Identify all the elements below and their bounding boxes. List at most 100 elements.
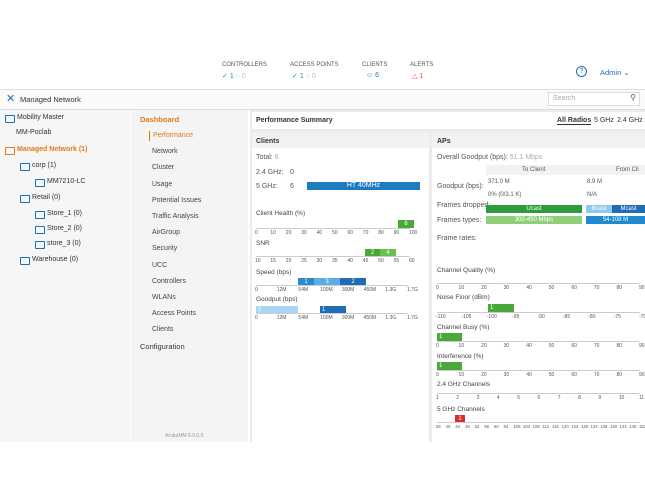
scale-label: 100M [320,287,333,293]
bar: 3 [314,278,340,286]
menu-dashboard[interactable]: Dashboard [140,115,180,124]
scale-label: 1 [436,395,439,401]
scale-label: 100M [320,315,333,321]
bar: 1 [320,306,346,314]
tree-item[interactable]: Store_2 (0) [47,225,83,232]
tree-item[interactable]: Retail (0) [32,194,61,201]
scale-label: 30 [316,258,323,264]
scale-label: 100 [409,230,418,236]
menu-configuration[interactable]: Configuration [140,342,185,351]
stat-value: 0 [311,73,316,80]
scale-label: 10 [255,258,261,264]
tree-item[interactable]: Store_1 (0) [47,210,83,217]
scale-label: 30 [503,343,510,349]
menu-item[interactable]: Performance [153,132,194,139]
column-label: From Cli [616,167,639,173]
menu-item[interactable]: Controllers [152,277,186,285]
scale-label: 128 [581,424,588,429]
scale-label: 104 [523,424,530,429]
bar: 4 [380,249,396,257]
tree-item[interactable]: Mobility Master [17,114,65,121]
stat-value: 1 [299,73,304,80]
tree-item[interactable]: corp (1) [32,162,57,169]
scale-line [437,312,640,313]
stat-value: 1 [419,73,424,80]
scale-label: 40 [526,343,532,349]
menu-item[interactable]: UCC [152,261,168,269]
scale-label: 90 [393,230,400,236]
scale-line [437,370,640,371]
scale-label: 50 [548,372,555,378]
stat-value[interactable]: ✓ 1 ○ 0 [292,73,316,80]
menu-item[interactable]: Potential Issues [152,196,202,204]
chart-label: 5 GHz Channels [437,406,485,413]
scale-label: 10 [458,372,465,378]
section-title: Clients [256,138,280,145]
scale-label: 1.3G [385,287,397,293]
scale-label: 112 [542,424,550,429]
tree-item[interactable]: MM-Poclab [16,129,52,136]
scale-label: 30 [301,230,307,236]
chart-label: Noise Floor (dBm) [437,294,490,301]
scale-label: 4 [496,395,500,401]
label: Frames dropped: [437,202,491,209]
tree-icon [35,179,45,187]
bar: 54-108 M [586,216,645,224]
scale-label: 20 [481,285,487,291]
value: 8.9 M [587,179,603,185]
chart-label: Goodput (bps) [256,296,298,303]
menu-item[interactable]: Traffic Analysis [152,213,199,220]
chart-label: 2.4 GHz Channels [437,381,491,388]
scale-label: 300M [341,287,355,293]
scale-label: 153 [639,424,645,429]
scale-label: 10 [458,343,465,349]
chart-label: Interference (%) [437,353,484,360]
tab[interactable]: 2.4 GHz [617,117,643,124]
scale-label: 10 [270,230,276,236]
bar: 1 [256,306,298,314]
user-menu[interactable]: Admin ⌄ [600,68,630,77]
scale-label: 80 [616,372,622,378]
label: Goodput (bps): [437,183,484,190]
tab[interactable]: All Radios [557,117,592,125]
stat-value: 1 [229,73,234,80]
scale-label: 50 [548,343,555,349]
menu-item[interactable]: Access Points [152,310,196,318]
menu-item[interactable]: AirGroup [152,229,181,237]
menu-item[interactable]: Network [152,148,178,156]
value: 6 [290,183,294,190]
nav-bar [0,89,645,110]
tree-item[interactable]: Managed Network (1) [17,146,88,153]
menu-active-bar [149,131,150,141]
help-icon[interactable]: ? [576,66,587,77]
bar: 1 [437,333,462,341]
menu-item[interactable]: Cluster [152,164,175,172]
search-box[interactable]: Search ⚲ [548,92,640,106]
scale-label: 11 [639,395,645,401]
tab[interactable]: 5 GHz [594,117,614,124]
scale-line [256,285,408,286]
stat-value[interactable]: ✓ 1 ○ 0 [222,73,246,80]
scale-label: -95 [512,314,520,320]
tree-item[interactable]: Warehouse (0) [32,256,79,263]
menu-item[interactable]: Security [152,245,178,253]
aps-panel [432,133,645,442]
tree-item[interactable]: store_3 (0) [47,240,81,247]
tree-item[interactable]: MM7210-LC [47,178,86,185]
bar: HT 40MHz [307,182,420,190]
menu-item[interactable]: WLANs [152,294,176,301]
scale-label: 60 [571,285,577,291]
chart-label: Channel Busy (%) [437,324,490,331]
menu-item[interactable]: Usage [152,180,173,188]
scale-label: -75 [613,314,621,320]
scale-line [256,313,408,314]
scale-label: 7 [557,395,561,401]
stat-value[interactable]: △ 1 [412,73,424,80]
stat-value[interactable]: ☺ 6 [366,72,379,79]
menu-item[interactable]: Clients [152,326,174,334]
scale-label: 124 [571,424,579,429]
scale-label: 12M [276,287,287,293]
close-icon[interactable]: ✕ [6,93,16,105]
scale-label: 36 [436,424,441,429]
scale-label: 60 [571,372,577,378]
